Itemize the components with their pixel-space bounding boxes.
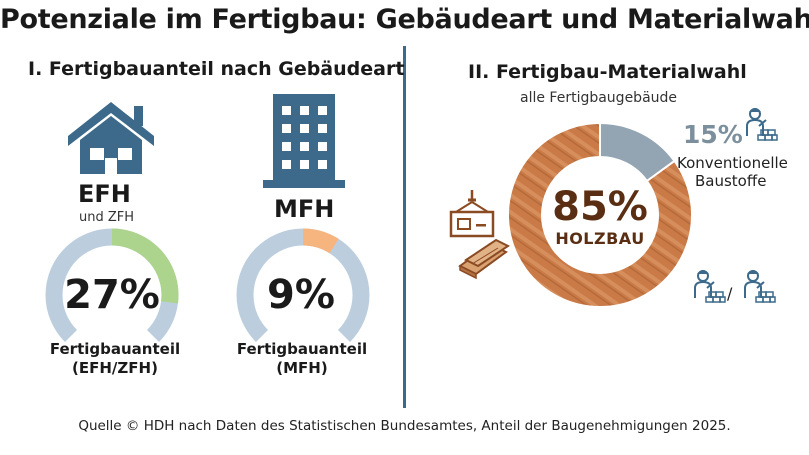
efh-caption-sub: (EFH/ZFH) [72, 359, 158, 377]
efh-label: EFH [78, 180, 131, 208]
apartment-building-icon [263, 94, 345, 188]
mfh-percent: 9% [267, 272, 335, 318]
slash-separator: / [727, 284, 733, 303]
section-divider [403, 46, 406, 408]
holzbau-label: HOLZBAU [555, 229, 645, 248]
house-icon [68, 102, 154, 174]
bricklayer-icon [744, 270, 776, 303]
konventionell-percent: 15% [683, 120, 743, 149]
efh-sublabel: und ZFH [79, 210, 135, 225]
timber-beams-icon [458, 238, 510, 280]
mfh-label: MFH [274, 195, 335, 223]
source-note: Quelle © HDH nach Daten des Statistische… [78, 418, 731, 434]
konventionell-label: Konventionelle [677, 154, 788, 172]
mfh-gauge-fill [302, 228, 339, 254]
holzbau-percent: 85% [552, 184, 648, 230]
efh-percent: 27% [64, 272, 160, 318]
efh-caption: Fertigbauanteil [49, 340, 181, 358]
efh-gauge-fill [111, 228, 179, 304]
bricklayer-icon [746, 108, 778, 141]
crane-load-icon [449, 190, 495, 238]
right-section-title: II. Fertigbau-Materialwahl [468, 61, 747, 83]
mfh-caption-sub: (MFH) [276, 359, 328, 377]
mfh-caption: Fertigbauanteil [236, 340, 368, 358]
donut-hole [542, 157, 658, 273]
left-section-title: I. Fertigbauanteil nach Gebäudeart [28, 58, 405, 80]
konventionell-label-sub: Baustoffe [695, 172, 767, 190]
bricklayer-icon [694, 270, 726, 303]
right-section-subtitle: alle Fertigbaugebäude [520, 90, 678, 106]
page-title: Potenziale im Fertigbau: Gebäudeart und … [0, 4, 809, 35]
